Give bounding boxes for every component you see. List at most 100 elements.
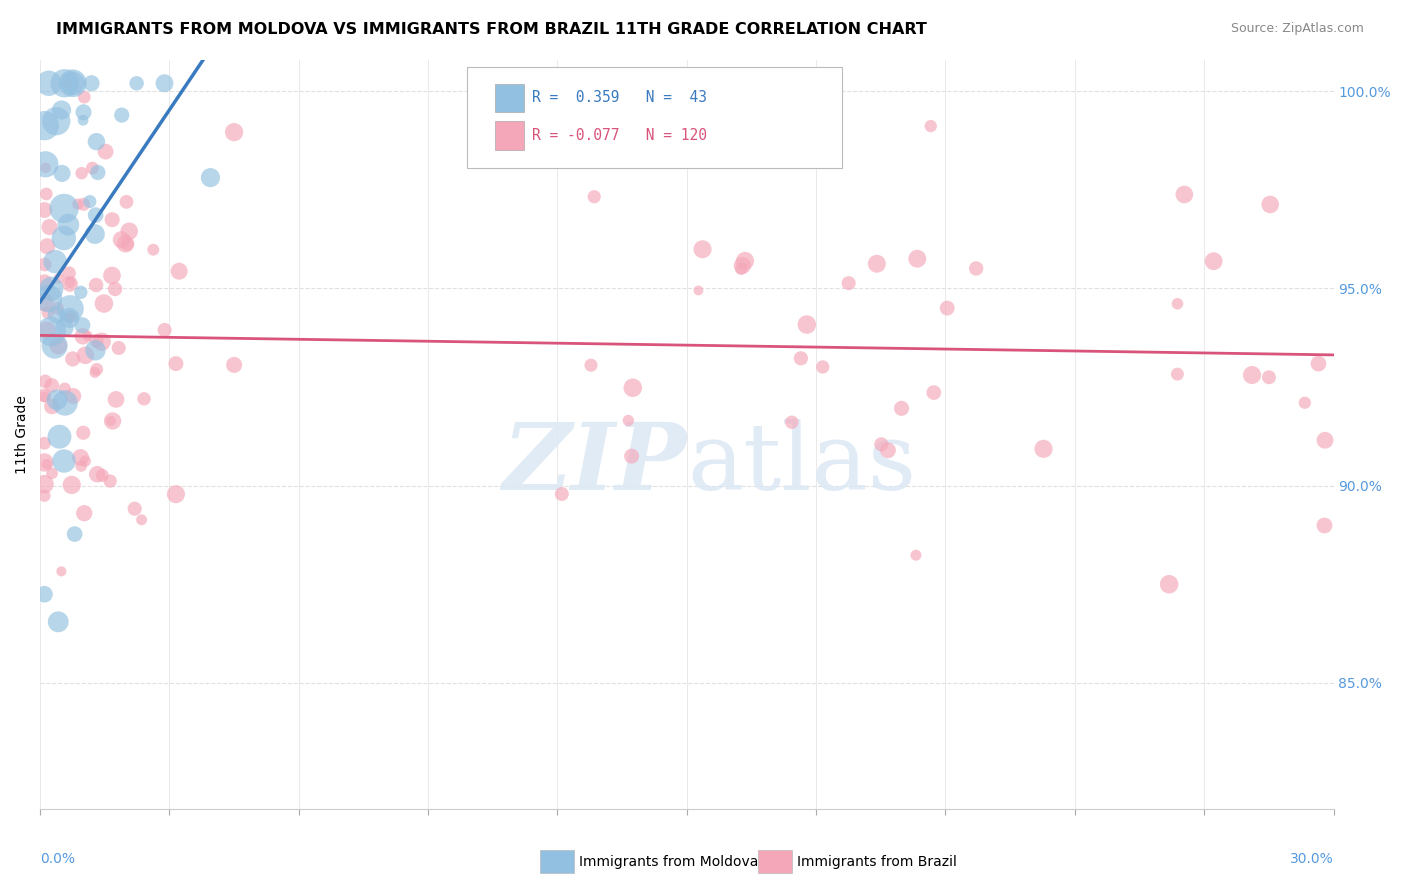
Point [44,339,66,353]
Point [53,454,76,468]
Point [34,587,56,601]
Point [34,489,56,503]
Point [62,389,84,403]
Point [60,478,83,492]
Point [1294,396,1316,410]
Point [579,358,602,372]
Bar [495,84,524,112]
Point [707,112,730,127]
Point [1240,368,1263,382]
Point [45,308,67,322]
Point [34,388,56,402]
Point [53,382,76,396]
Point [1166,367,1188,381]
Point [53,320,76,334]
Point [35,324,58,338]
Point [34,375,56,389]
Point [46,301,69,316]
Point [86,467,108,482]
Text: Immigrants from Moldova: Immigrants from Moldova [579,855,759,869]
Point [34,119,56,133]
Point [688,284,710,298]
Point [82,161,104,176]
Point [617,413,640,427]
Point [890,401,912,416]
Point [58,310,80,325]
Point [107,341,129,355]
Point [70,458,93,473]
Text: atlas: atlas [686,419,917,509]
Text: IMMIGRANTS FROM MOLDOVA VS IMMIGRANTS FROM BRAZIL 11TH GRADE CORRELATION CHART: IMMIGRANTS FROM MOLDOVA VS IMMIGRANTS FR… [56,22,927,37]
Point [1202,254,1225,268]
Point [84,366,107,380]
Point [84,278,107,293]
Point [165,487,187,501]
Point [692,242,714,256]
Point [93,296,115,310]
Point [730,261,752,276]
Point [86,334,108,348]
Point [98,474,121,488]
Point [620,449,643,463]
Point [60,310,83,324]
Point [34,258,56,272]
Point [52,231,75,245]
Point [34,455,56,469]
Point [84,208,107,222]
Point [920,119,942,133]
Point [51,103,73,117]
Point [114,236,136,251]
Point [70,166,93,180]
Text: Immigrants from Brazil: Immigrants from Brazil [797,855,957,869]
Point [905,252,928,266]
Point [142,243,165,257]
Point [66,197,89,211]
Point [1308,357,1330,371]
Point [780,415,803,429]
Text: R =  0.359   N =  43: R = 0.359 N = 43 [531,90,707,105]
Point [1032,442,1054,456]
Point [69,450,91,465]
Point [936,301,959,315]
Point [41,400,63,414]
Point [51,166,73,180]
Point [790,351,813,366]
Point [115,194,138,209]
Point [153,323,176,337]
Text: Source: ZipAtlas.com: Source: ZipAtlas.com [1230,22,1364,36]
Point [35,186,58,201]
Point [34,276,56,290]
Point [72,105,94,120]
Point [731,259,754,273]
Point [80,76,103,90]
Point [72,197,94,211]
Point [165,357,187,371]
Point [94,145,117,159]
Point [84,343,107,358]
Point [53,396,76,410]
Point [866,257,889,271]
Point [73,506,96,520]
Point [1258,370,1281,384]
Point [58,266,80,280]
Text: ZIP: ZIP [502,419,686,509]
Point [62,76,84,90]
Point [46,338,69,352]
Point [45,392,67,407]
Point [58,218,80,232]
Point [86,362,108,376]
Point [90,334,112,349]
Point [44,254,66,268]
Point [34,436,56,450]
Point [62,76,84,90]
Point [200,170,222,185]
Point [118,224,141,238]
Point [35,161,58,175]
Point [35,457,58,471]
Point [922,385,945,400]
Point [104,282,127,296]
Point [131,513,153,527]
Point [224,125,246,139]
Point [734,253,756,268]
Point [167,264,190,278]
